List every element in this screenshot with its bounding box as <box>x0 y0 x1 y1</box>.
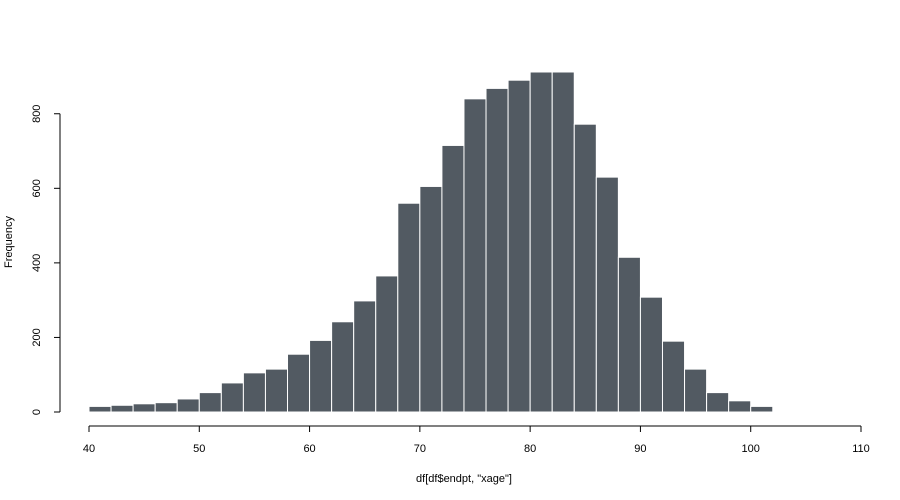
histogram-bar <box>595 176 619 413</box>
histogram-bar <box>88 405 112 413</box>
histogram-bar <box>132 403 156 413</box>
x-tick-label: 100 <box>742 443 760 455</box>
x-axis: 40 50 60 70 80 90 100 110 <box>83 425 870 455</box>
histogram-bar <box>529 71 553 413</box>
histogram-bar <box>110 404 134 413</box>
histogram-bar <box>264 368 289 413</box>
histogram-bar <box>463 98 487 413</box>
histogram-bar <box>287 353 311 413</box>
y-tick-label: 200 <box>31 328 43 346</box>
y-tick-label: 0 <box>31 409 43 415</box>
histogram-bar <box>419 185 443 413</box>
x-tick-label: 70 <box>414 443 426 455</box>
histogram-bar <box>507 79 531 413</box>
y-axis-label: Frequency <box>3 216 15 268</box>
x-tick-label: 50 <box>193 443 205 455</box>
histogram-bar <box>706 392 730 413</box>
histogram-bar <box>441 144 465 413</box>
histogram-bar <box>331 321 355 413</box>
histogram-bar <box>728 400 752 413</box>
y-tick-label: 400 <box>31 254 43 272</box>
x-axis-label: df[df$endpt, "xage"] <box>416 473 512 485</box>
histogram-bar <box>375 275 399 413</box>
histogram-bar <box>397 202 421 413</box>
histogram-bar <box>176 398 200 413</box>
histogram-bar <box>154 402 178 413</box>
x-tick-label: 80 <box>524 443 536 455</box>
x-tick-label: 90 <box>634 443 646 455</box>
x-tick-label: 60 <box>303 443 315 455</box>
y-tick-label: 800 <box>31 105 43 123</box>
bars-group <box>88 71 774 413</box>
histogram-bar <box>661 340 686 413</box>
histogram-bar <box>242 372 266 413</box>
histogram-bar <box>551 71 575 413</box>
histogram-bar <box>353 300 377 413</box>
histogram-bar <box>220 382 244 413</box>
histogram-bar <box>309 339 333 413</box>
histogram-bar <box>198 392 222 413</box>
histogram-bar <box>617 256 641 413</box>
x-tick-label: 40 <box>83 443 95 455</box>
y-tick-label: 600 <box>31 179 43 197</box>
histogram-bar <box>684 368 708 413</box>
x-tick-label: 110 <box>852 443 870 455</box>
histogram-bar <box>485 87 509 413</box>
histogram-bar <box>750 405 774 413</box>
histogram-bar <box>573 123 597 413</box>
y-axis: 0 200 400 600 800 <box>31 105 61 415</box>
histogram-bar <box>639 296 663 413</box>
